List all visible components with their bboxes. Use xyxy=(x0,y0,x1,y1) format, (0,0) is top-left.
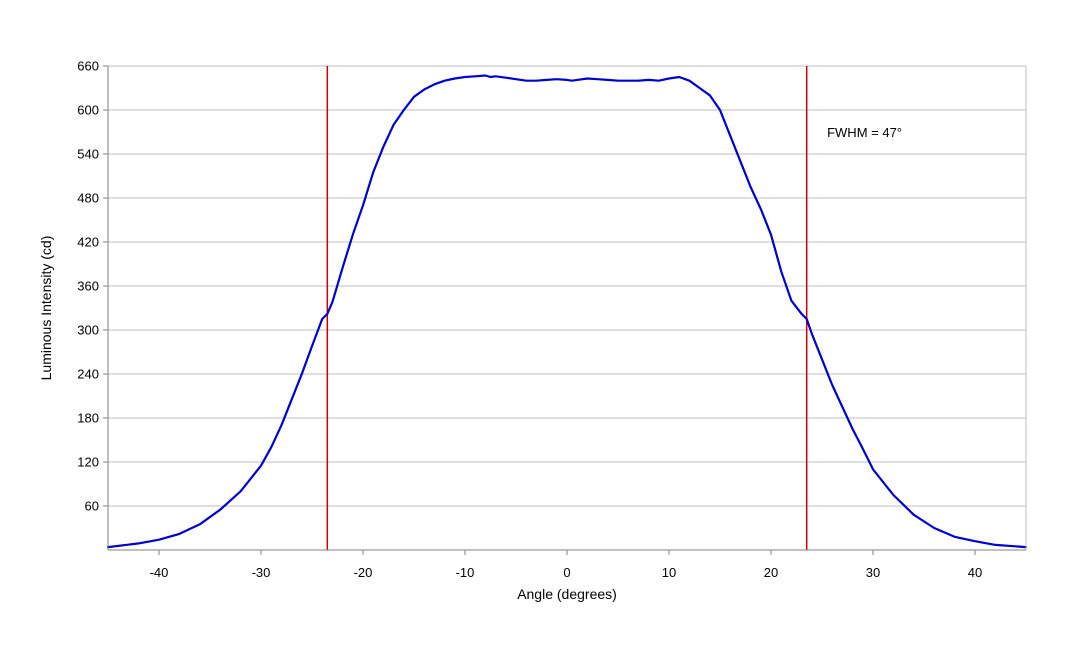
x-tick-labels: -40 -30 -20 -10 0 10 20 30 40 xyxy=(150,565,983,580)
x-tick-label: -10 xyxy=(456,565,475,580)
y-tick-label: 180 xyxy=(77,411,99,426)
y-tick-label: 600 xyxy=(77,103,99,118)
y-tick-label: 240 xyxy=(77,367,99,382)
x-tick-label: 30 xyxy=(866,565,880,580)
y-tick-label: 120 xyxy=(77,455,99,470)
y-tick-label: 60 xyxy=(85,499,99,514)
x-axis-title: Angle (degrees) xyxy=(517,586,617,602)
y-tick-label: 300 xyxy=(77,323,99,338)
x-tick-label: 10 xyxy=(662,565,676,580)
series-layer xyxy=(106,74,1028,549)
intensity-curve-0 xyxy=(106,74,1028,549)
fwhm-lines xyxy=(326,66,808,550)
x-tick-label: -40 xyxy=(150,565,169,580)
y-axis-title: Luminous Intensity (cd) xyxy=(38,236,54,381)
y-tick-label: 660 xyxy=(77,59,99,74)
x-tick-label: -20 xyxy=(354,565,373,580)
y-tick-labels: 60 120 180 240 300 360 420 480 540 600 660 xyxy=(77,59,99,514)
y-tick-label: 360 xyxy=(77,279,99,294)
x-tick-label: 20 xyxy=(764,565,778,580)
x-tick-label: 40 xyxy=(968,565,982,580)
x-tick-label: 0 xyxy=(563,565,570,580)
y-tick-label: 420 xyxy=(77,235,99,250)
y-tick-label: 540 xyxy=(77,147,99,162)
fwhm-annotation: FWHM = 47° xyxy=(827,125,902,140)
y-tick-label: 480 xyxy=(77,191,99,206)
axes xyxy=(103,65,1027,555)
x-tick-label: -30 xyxy=(252,565,271,580)
gridlines xyxy=(108,65,1026,507)
